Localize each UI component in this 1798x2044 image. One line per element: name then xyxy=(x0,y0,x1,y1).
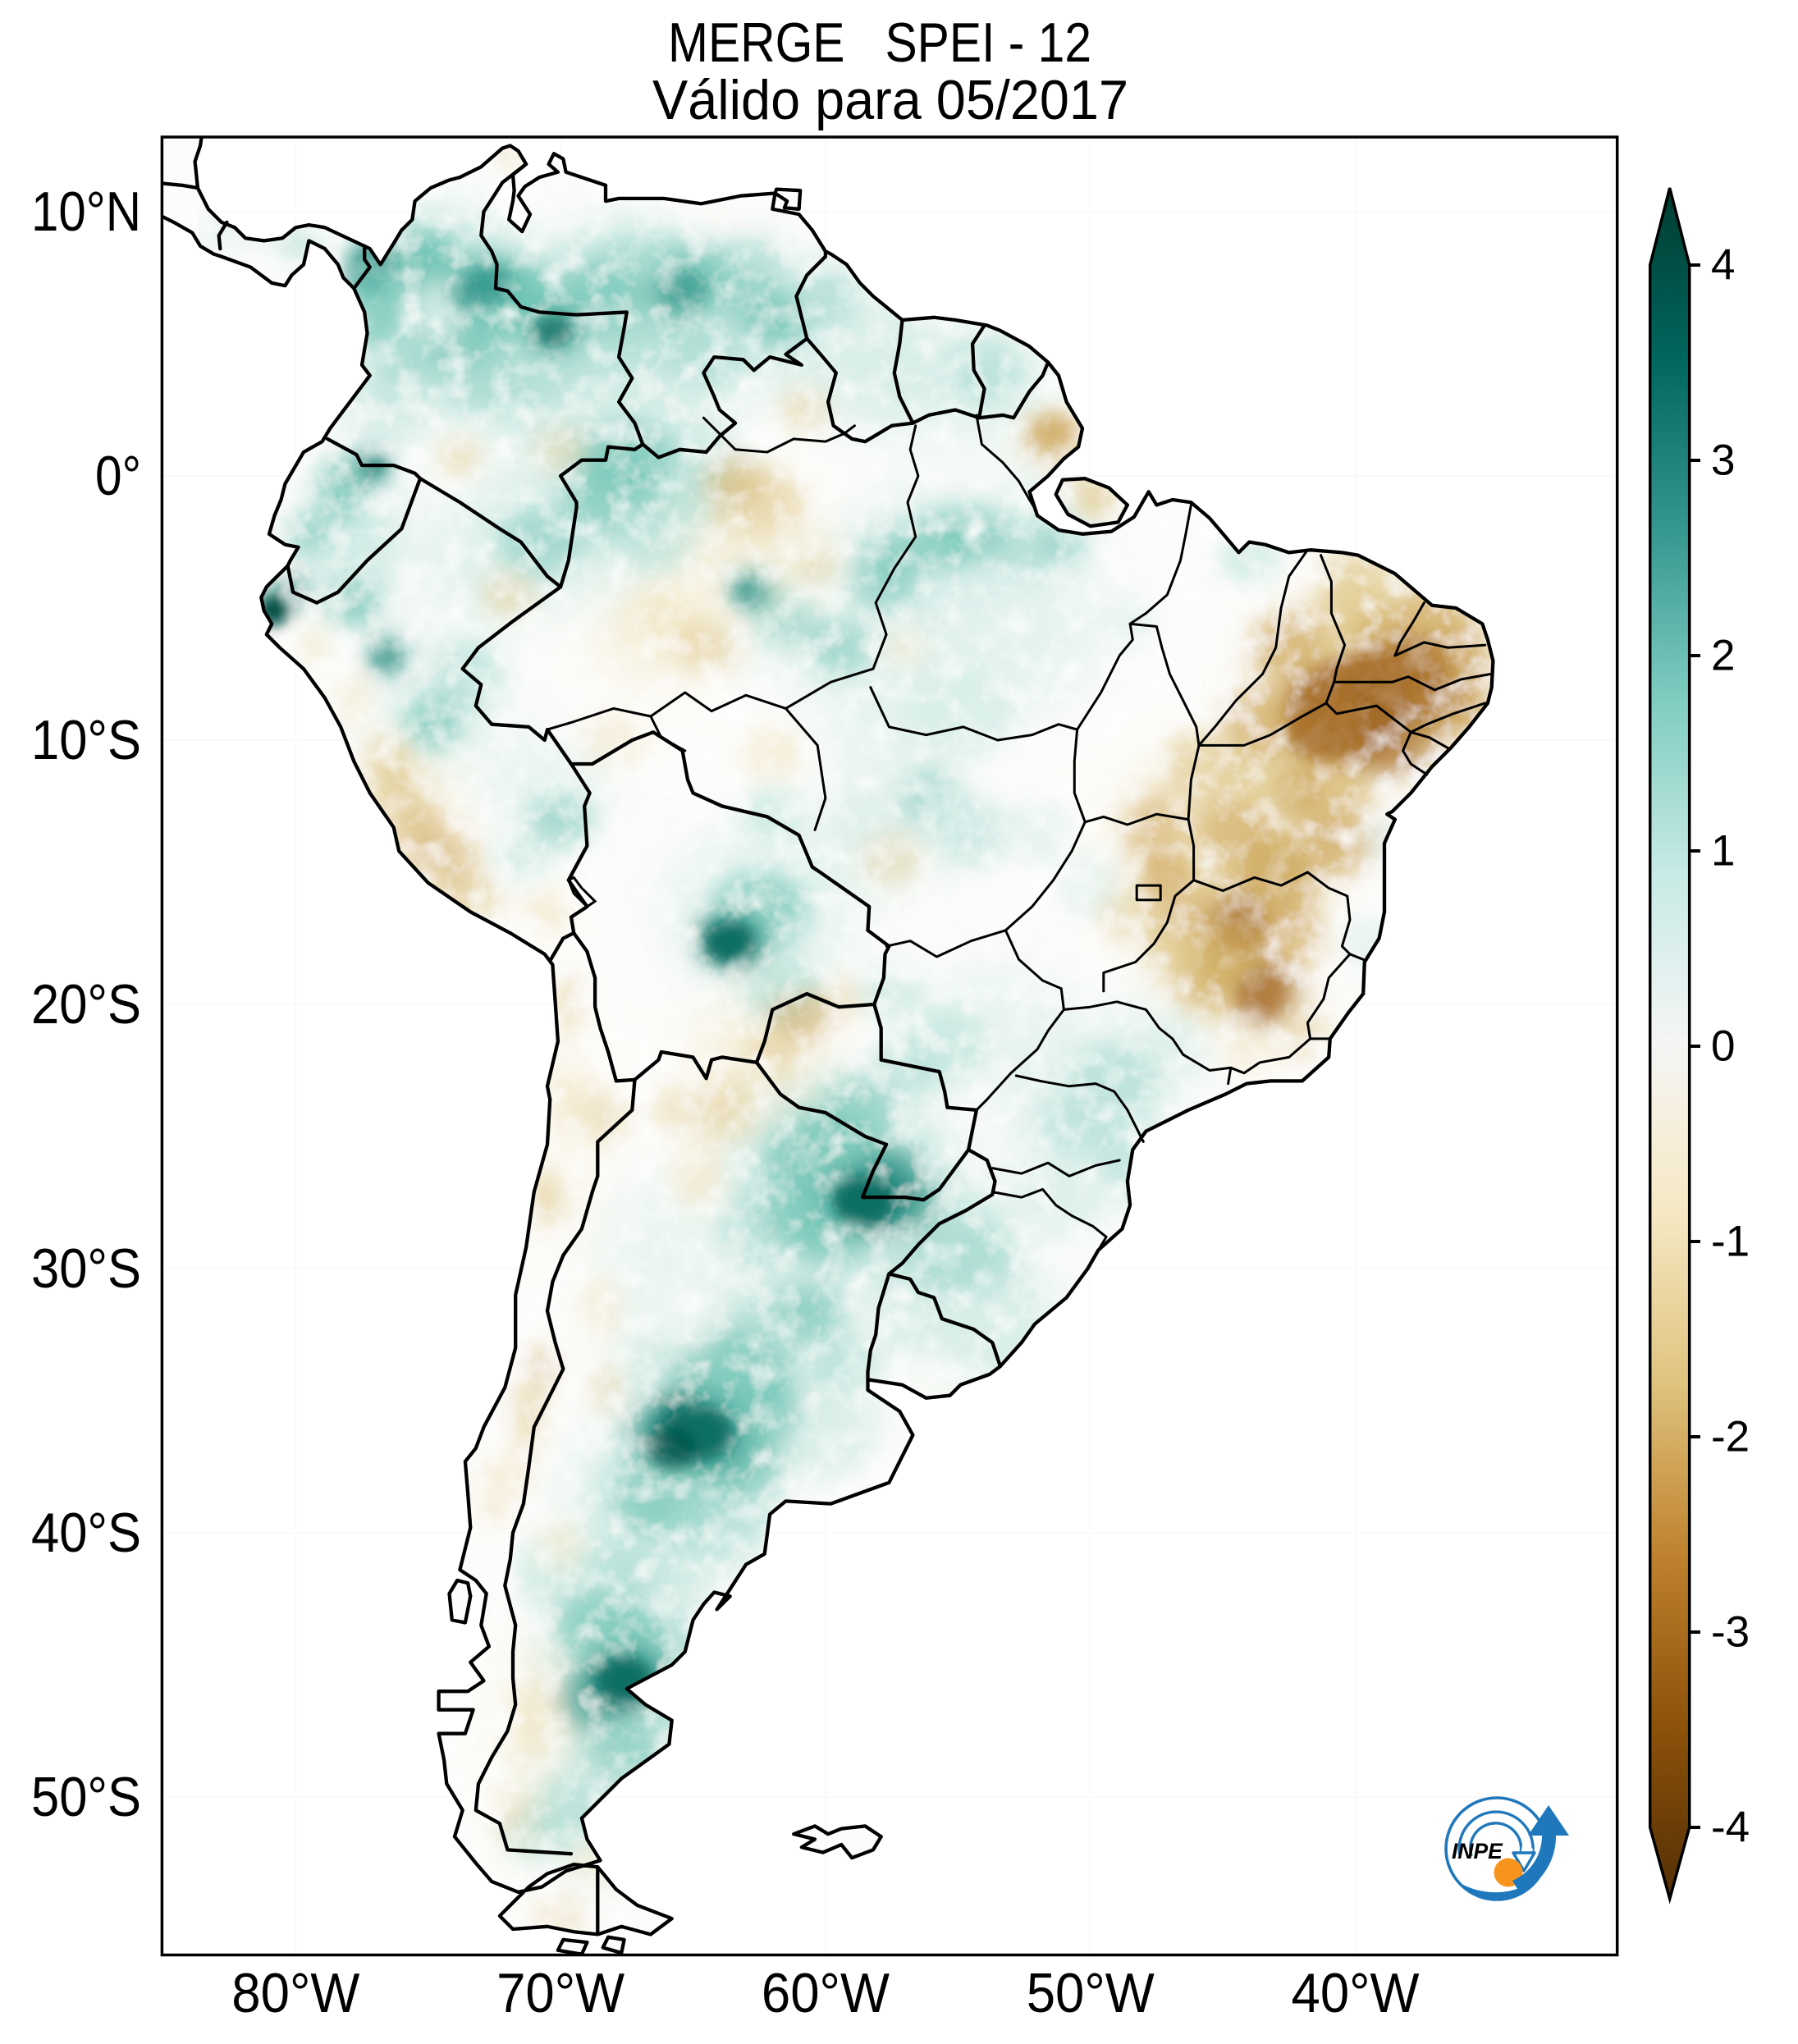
svg-text:50°S: 50°S xyxy=(31,1766,141,1828)
svg-text:3: 3 xyxy=(1711,437,1735,485)
svg-text:-3: -3 xyxy=(1711,1608,1750,1657)
svg-text:10°S: 10°S xyxy=(31,709,141,771)
svg-text:-4: -4 xyxy=(1711,1804,1750,1852)
svg-text:Válido para 05/2017: Válido para 05/2017 xyxy=(652,69,1128,131)
svg-text:-2: -2 xyxy=(1711,1413,1750,1461)
svg-text:0: 0 xyxy=(1711,1022,1735,1071)
svg-text:1: 1 xyxy=(1711,827,1735,876)
svg-text:MERGE SPEI - 12: MERGE SPEI - 12 xyxy=(668,11,1091,74)
svg-text:0°: 0° xyxy=(95,445,141,507)
svg-text:60°W: 60°W xyxy=(762,1962,890,2024)
svg-text:20°S: 20°S xyxy=(31,973,141,1036)
svg-text:40°S: 40°S xyxy=(31,1502,141,1564)
svg-text:4: 4 xyxy=(1711,241,1735,290)
svg-text:30°S: 30°S xyxy=(31,1237,141,1300)
svg-text:2: 2 xyxy=(1711,632,1735,680)
svg-text:40°W: 40°W xyxy=(1292,1962,1420,2024)
svg-text:80°W: 80°W xyxy=(231,1962,359,2024)
svg-text:10°N: 10°N xyxy=(31,181,141,243)
svg-text:INPE: INPE xyxy=(1452,1839,1503,1863)
svg-text:-1: -1 xyxy=(1711,1218,1750,1266)
svg-text:50°W: 50°W xyxy=(1027,1962,1155,2024)
svg-text:70°W: 70°W xyxy=(496,1962,624,2024)
